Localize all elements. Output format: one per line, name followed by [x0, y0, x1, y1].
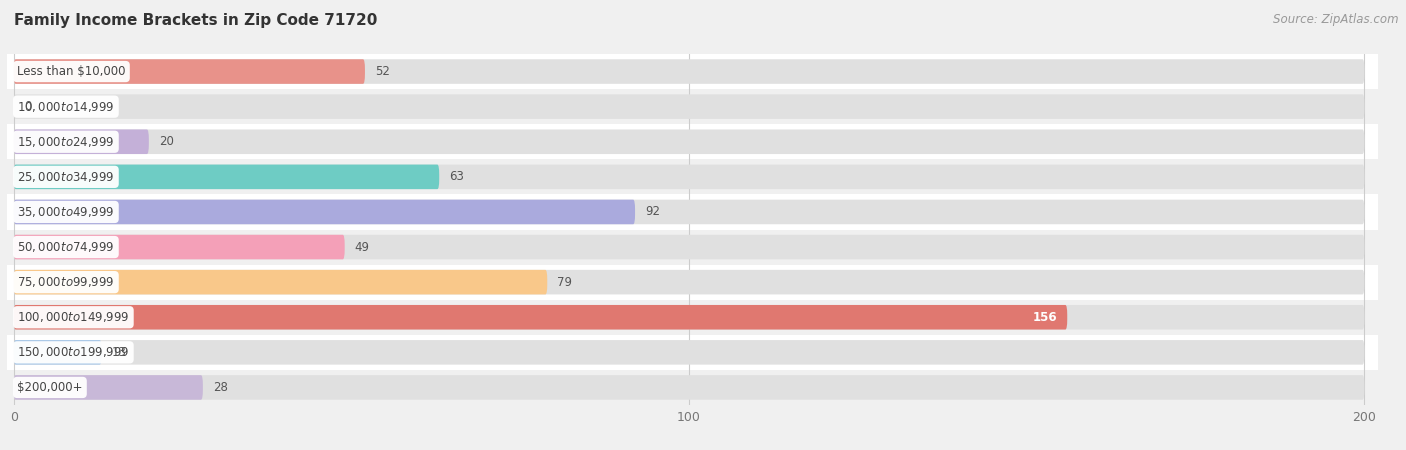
Bar: [7, 194, 1378, 230]
FancyBboxPatch shape: [14, 270, 547, 294]
Bar: [7, 300, 1378, 335]
FancyBboxPatch shape: [14, 235, 344, 259]
FancyBboxPatch shape: [14, 130, 149, 154]
FancyBboxPatch shape: [14, 340, 101, 364]
Text: 13: 13: [111, 346, 127, 359]
Bar: [7, 335, 1378, 370]
Bar: [7, 89, 1378, 124]
Bar: [7, 265, 1378, 300]
Text: $75,000 to $99,999: $75,000 to $99,999: [17, 275, 115, 289]
Text: 28: 28: [212, 381, 228, 394]
FancyBboxPatch shape: [14, 165, 439, 189]
Text: $150,000 to $199,999: $150,000 to $199,999: [17, 345, 129, 360]
Text: 49: 49: [354, 241, 370, 253]
Text: $200,000+: $200,000+: [17, 381, 83, 394]
Text: Less than $10,000: Less than $10,000: [17, 65, 125, 78]
Text: $15,000 to $24,999: $15,000 to $24,999: [17, 135, 115, 149]
FancyBboxPatch shape: [14, 59, 366, 84]
Text: $10,000 to $14,999: $10,000 to $14,999: [17, 99, 115, 114]
Text: 63: 63: [450, 171, 464, 183]
FancyBboxPatch shape: [14, 165, 1364, 189]
FancyBboxPatch shape: [14, 270, 1364, 294]
Text: $100,000 to $149,999: $100,000 to $149,999: [17, 310, 129, 324]
FancyBboxPatch shape: [14, 340, 1364, 364]
FancyBboxPatch shape: [14, 59, 1364, 84]
Text: $25,000 to $34,999: $25,000 to $34,999: [17, 170, 115, 184]
FancyBboxPatch shape: [14, 235, 1364, 259]
Bar: [7, 124, 1378, 159]
Bar: [7, 370, 1378, 405]
Text: $35,000 to $49,999: $35,000 to $49,999: [17, 205, 115, 219]
Text: 20: 20: [159, 135, 174, 148]
Text: 92: 92: [645, 206, 661, 218]
FancyBboxPatch shape: [14, 305, 1364, 329]
Text: 52: 52: [375, 65, 389, 78]
FancyBboxPatch shape: [14, 305, 1067, 329]
FancyBboxPatch shape: [14, 200, 636, 224]
Bar: [7, 159, 1378, 194]
Text: Family Income Brackets in Zip Code 71720: Family Income Brackets in Zip Code 71720: [14, 14, 377, 28]
Text: Source: ZipAtlas.com: Source: ZipAtlas.com: [1274, 14, 1399, 27]
FancyBboxPatch shape: [14, 200, 1364, 224]
FancyBboxPatch shape: [14, 375, 202, 400]
Text: $50,000 to $74,999: $50,000 to $74,999: [17, 240, 115, 254]
Text: 79: 79: [557, 276, 572, 288]
Text: 0: 0: [24, 100, 31, 113]
Text: 156: 156: [1032, 311, 1057, 324]
FancyBboxPatch shape: [14, 94, 1364, 119]
FancyBboxPatch shape: [14, 130, 1364, 154]
Bar: [7, 54, 1378, 89]
FancyBboxPatch shape: [14, 375, 1364, 400]
Bar: [7, 230, 1378, 265]
